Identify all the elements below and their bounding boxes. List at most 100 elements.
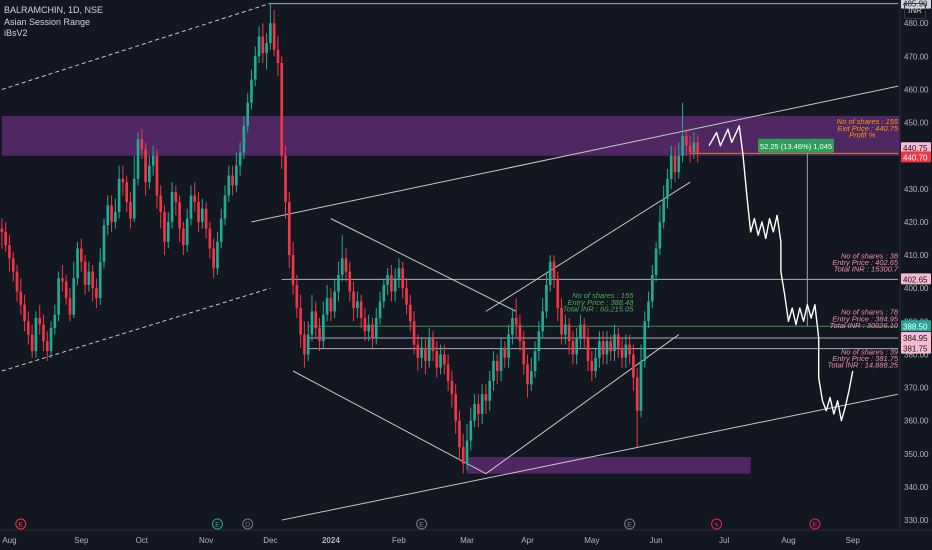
candle-body [98, 261, 102, 299]
candle-body [235, 165, 238, 186]
y-tick-label: 410.00 [904, 251, 929, 260]
annotation-text: Total INR : 60,215.05 [563, 304, 634, 313]
candle [692, 132, 696, 159]
candle-body [518, 324, 522, 342]
candle-body [450, 380, 454, 395]
candle-body [541, 311, 544, 332]
candle [140, 129, 144, 159]
candle-body [427, 337, 431, 362]
annotation-text: Entry Price : 388.48 [568, 298, 635, 307]
candle [212, 238, 215, 279]
candle [503, 341, 507, 368]
candle [522, 331, 526, 375]
candle-body [57, 278, 60, 315]
candle-body [227, 175, 231, 196]
candle-body [594, 357, 597, 371]
candle-body [4, 231, 7, 246]
candle [178, 195, 181, 242]
candle [586, 327, 590, 371]
candle [386, 268, 389, 295]
event-marker[interactable]: E [624, 518, 636, 530]
candle-body [11, 258, 15, 272]
candle-body [601, 341, 605, 355]
indicator-asian-session-range[interactable]: Asian Session Range [4, 17, 91, 27]
candle [465, 424, 469, 471]
projection-path [708, 125, 854, 422]
candle [666, 168, 669, 209]
candle-body [658, 221, 662, 249]
candle-body [45, 341, 49, 352]
candle [518, 314, 522, 352]
candle-body [461, 447, 465, 464]
candle-body [318, 327, 321, 342]
candle-body [148, 165, 151, 183]
candle [310, 294, 314, 342]
price-tag: 485.90 [901, 0, 931, 9]
event-marker-ring [809, 518, 821, 530]
event-marker[interactable]: E [211, 518, 223, 530]
candle [257, 26, 261, 63]
candle [446, 354, 450, 391]
candle-body [477, 404, 480, 415]
candle-body [363, 318, 367, 332]
event-marker[interactable]: D [242, 518, 254, 530]
candle [571, 331, 575, 365]
x-tick-label: Oct [136, 536, 149, 545]
candle [163, 205, 166, 256]
candle [533, 341, 537, 378]
price-tag-bg [901, 151, 931, 163]
candle [0, 218, 4, 249]
candle [529, 357, 533, 391]
candle [424, 337, 427, 375]
candle-body [61, 278, 64, 282]
candle-body [144, 149, 147, 183]
event-marker[interactable]: E [15, 518, 27, 530]
trend-line [1, 2, 271, 90]
candle-body [620, 347, 624, 358]
candle [650, 265, 654, 309]
candle [227, 165, 231, 203]
candle [526, 354, 529, 398]
candle [647, 291, 650, 328]
candle [552, 255, 556, 289]
event-marker-label: E [419, 522, 424, 529]
price-tag-bg [901, 273, 931, 285]
candle-body [639, 361, 643, 411]
trend-line [281, 393, 899, 521]
y-tick-label: 400.00 [904, 284, 929, 293]
candle-body [38, 318, 42, 325]
candle-body [662, 198, 665, 222]
candle [669, 145, 673, 189]
candle-body [269, 23, 272, 44]
candle-body [174, 192, 178, 203]
candle [616, 327, 620, 358]
currency-button[interactable]: INR [904, 3, 926, 19]
candle-body [654, 248, 658, 275]
candle [144, 142, 147, 196]
candle [136, 132, 140, 186]
price-tag: 388.50 [901, 320, 931, 332]
indicator-ibsv2[interactable]: iBsV2 [4, 28, 28, 38]
event-marker[interactable]: ϟ [711, 518, 723, 530]
candle [49, 321, 53, 358]
candle-body [424, 347, 427, 362]
candle [688, 135, 692, 163]
candle-body [242, 125, 246, 153]
price-tag-label: 402.65 [903, 275, 928, 284]
price-tag-bg [901, 332, 931, 344]
candle [337, 261, 340, 302]
candle-body [522, 341, 526, 365]
candle-body [182, 228, 185, 246]
x-tick-label: Feb [392, 536, 406, 545]
candle-body [647, 301, 650, 322]
candle-body [390, 274, 393, 292]
candle [469, 407, 473, 451]
event-marker[interactable]: E [809, 518, 821, 530]
candle [454, 384, 457, 434]
supply-demand-zone [467, 457, 751, 474]
candle-body [129, 202, 132, 219]
time-axis-bg [0, 530, 932, 550]
event-marker[interactable]: E [416, 518, 428, 530]
candle [125, 175, 129, 212]
